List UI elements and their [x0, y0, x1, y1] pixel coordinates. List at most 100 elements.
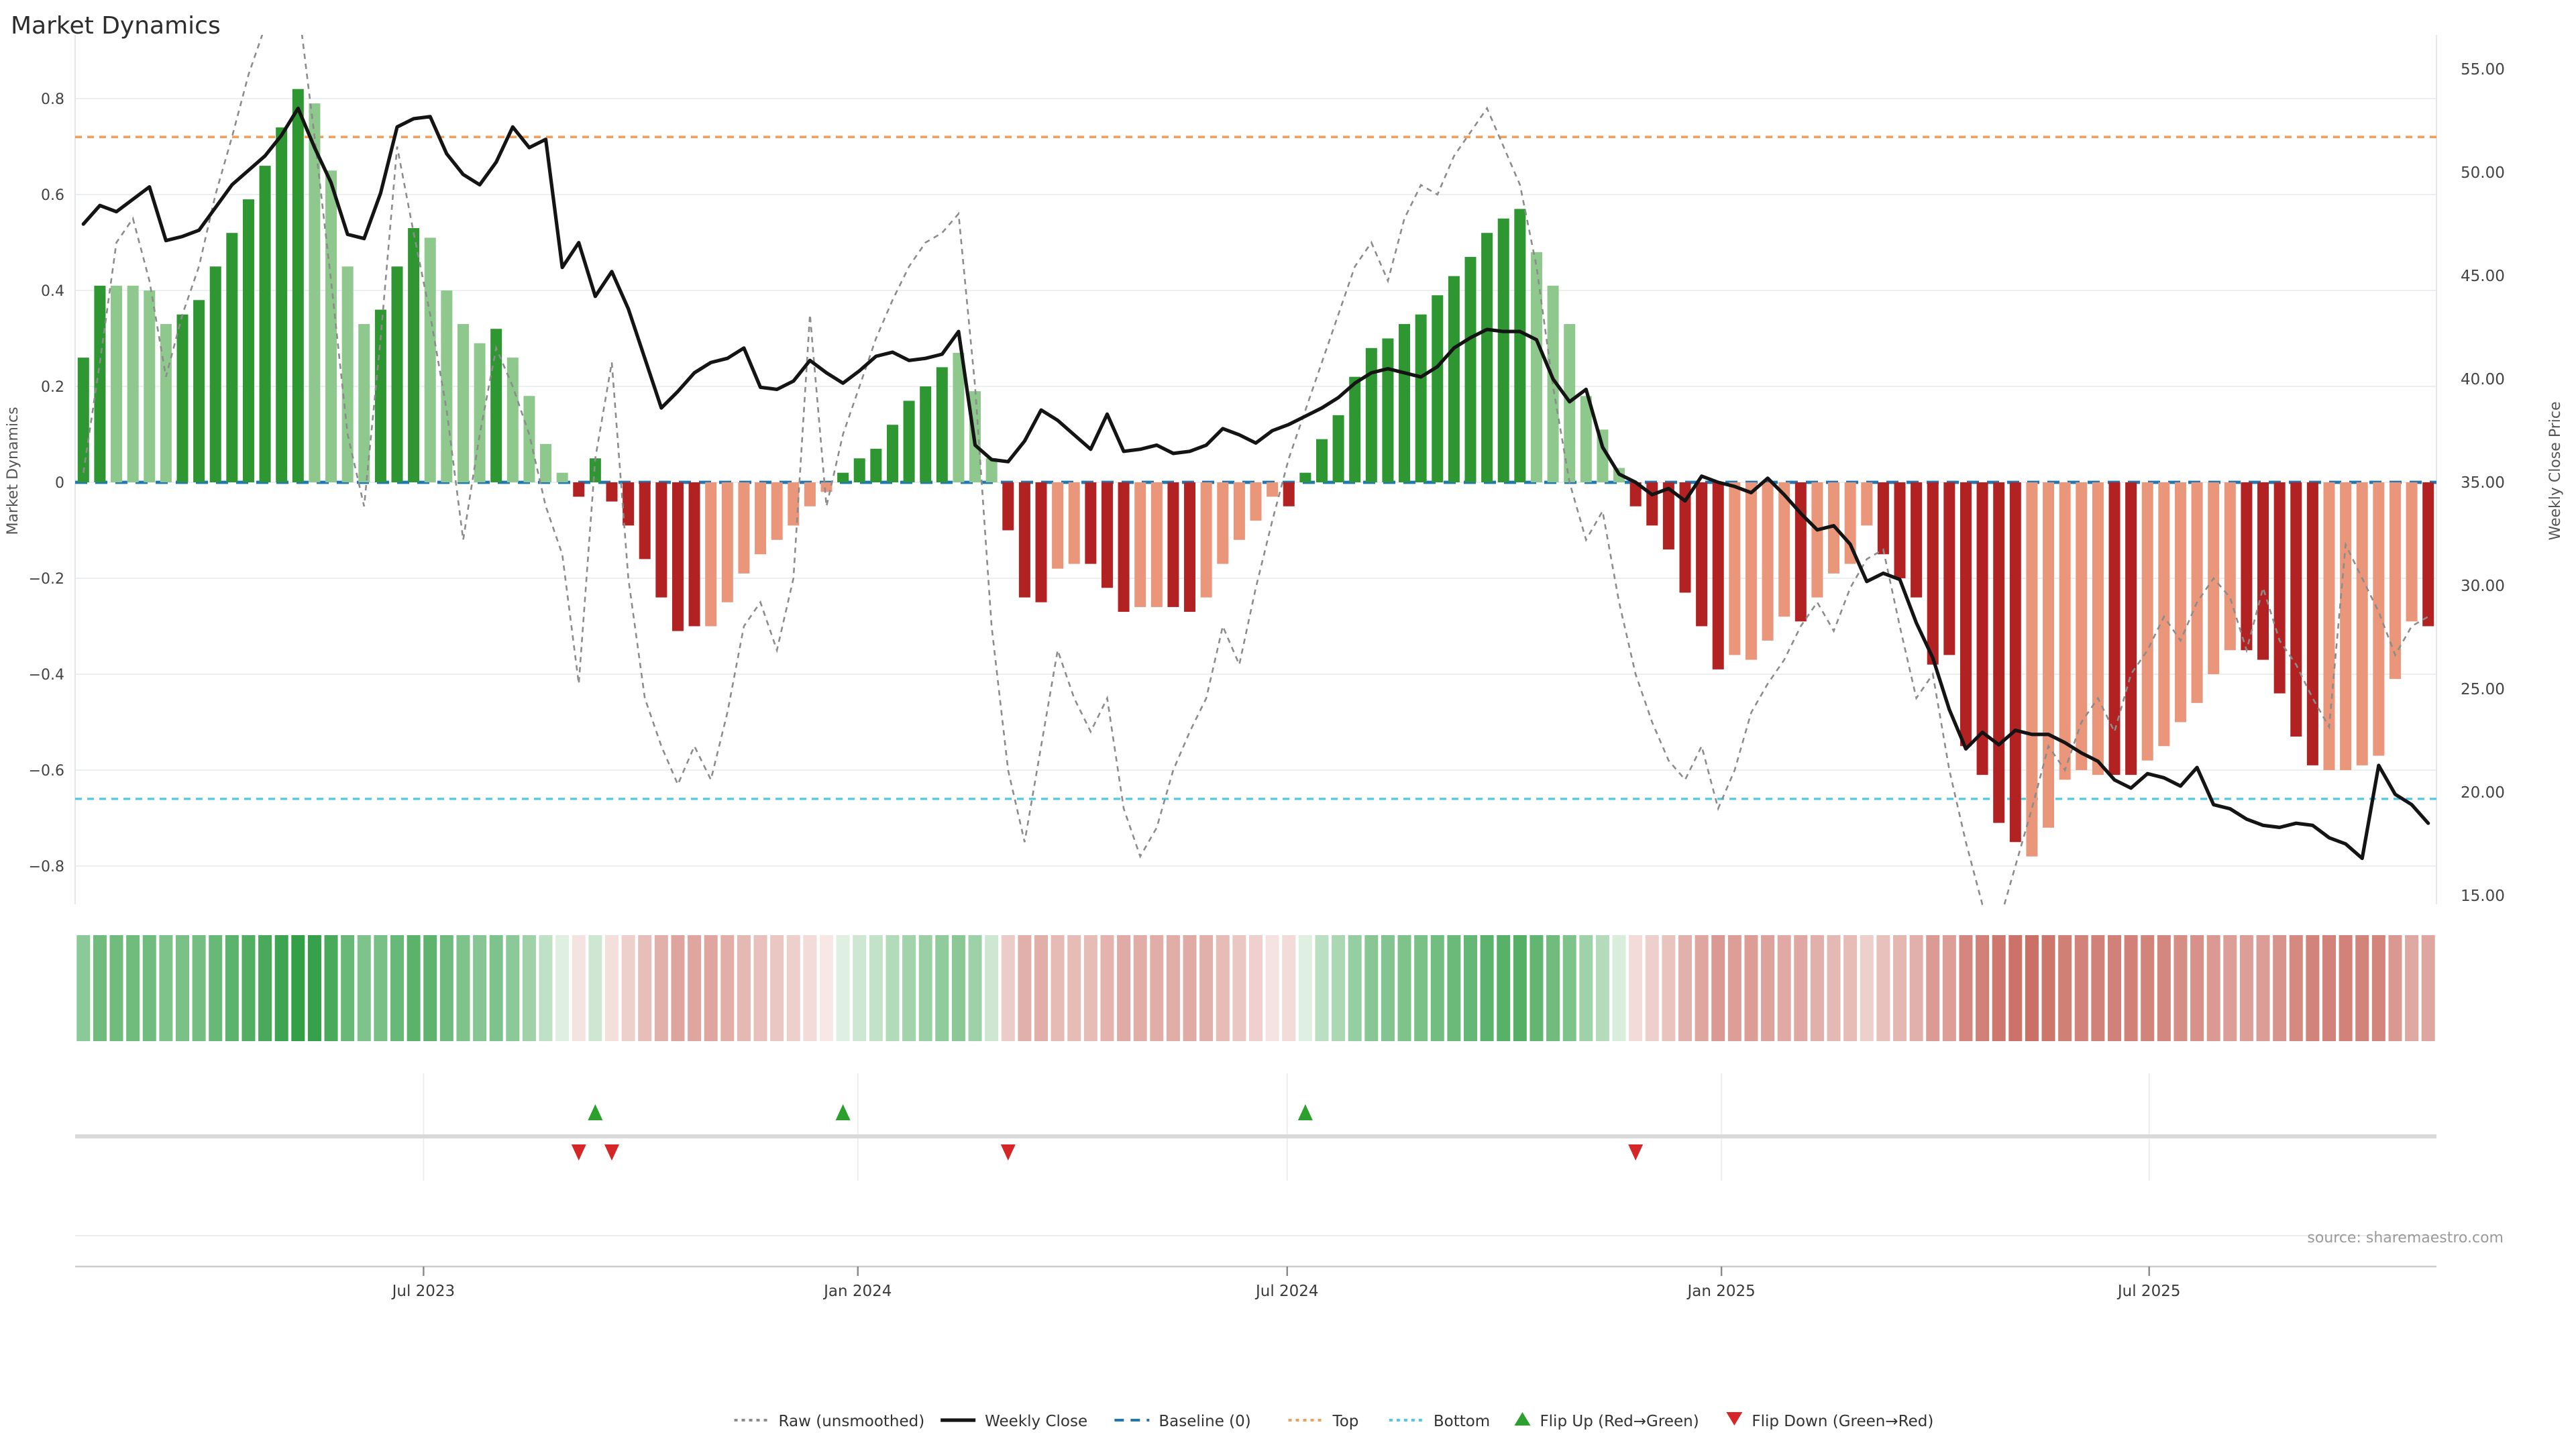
dynamics-bar: [788, 482, 800, 526]
legend-item-label: Top: [1332, 1413, 1359, 1430]
dynamics-bar: [325, 170, 337, 482]
right-axis-title: Weekly Close Price: [2547, 402, 2564, 541]
dynamics-bar: [1233, 482, 1245, 540]
dynamics-bar: [820, 482, 833, 492]
flip-down-marker: [604, 1144, 619, 1161]
heatmap-cell: [688, 935, 702, 1041]
dynamics-bar: [1745, 482, 1757, 660]
heatmap-cell: [2239, 935, 2253, 1041]
heatmap-cell: [1843, 935, 1858, 1041]
left-axis-tick-label: 0: [55, 475, 64, 492]
heatmap-cell: [588, 935, 602, 1041]
dynamics-bar: [853, 458, 865, 482]
dynamics-bar: [490, 329, 502, 482]
dynamics-bar: [2373, 482, 2385, 756]
legend: Raw (unsmoothed) Weekly Close Baseline (0)…: [734, 1412, 1933, 1430]
dynamics-bar: [2406, 482, 2418, 622]
dynamics-bar: [2092, 482, 2104, 775]
dynamics-bar: [1035, 482, 1047, 602]
left-axis-tick-label: 0.4: [41, 283, 64, 300]
flip-up-marker: [1297, 1104, 1313, 1120]
dynamics-bar: [2306, 482, 2318, 765]
dynamics-bar: [1118, 482, 1130, 612]
heatmap-cell: [1332, 935, 1346, 1041]
left-axis-title: Market Dynamics: [5, 407, 21, 535]
heatmap-cell: [2256, 935, 2270, 1041]
heatmap-cell: [1546, 935, 1560, 1041]
dynamics-bar: [441, 290, 453, 482]
x-axis-tick-label: Jul 2023: [391, 1283, 455, 1300]
heatmap-cell: [1464, 935, 1477, 1041]
dynamics-bar: [111, 285, 123, 482]
heatmap-cell: [1629, 935, 1643, 1041]
x-axis-tick-label: Jul 2025: [2116, 1283, 2181, 1300]
dynamics-bar: [506, 358, 519, 482]
heatmap-cell: [2041, 935, 2055, 1041]
dynamics-bar: [1679, 482, 1691, 593]
dynamics-bar: [1993, 482, 2005, 823]
heatmap-cell: [423, 935, 437, 1041]
x-axis: Jul 2023 Jan 2024 Jul 2024 Jan 2025 Jul 2025: [75, 1265, 2436, 1300]
heatmap-cell: [2157, 935, 2171, 1041]
dynamics-bar: [2340, 482, 2352, 770]
heatmap-cell: [1480, 935, 1494, 1041]
right-axis-tick-label: 15.00: [2461, 888, 2505, 905]
heatmap-cell: [1083, 935, 1097, 1041]
left-axis-tick-label: −0.4: [29, 667, 64, 684]
dynamics-bar: [1415, 314, 1427, 482]
dynamics-bar: [886, 425, 898, 482]
dynamics-bar: [1662, 482, 1674, 550]
dynamics-bar: [1943, 482, 1955, 655]
heatmap-cell: [1612, 935, 1626, 1041]
dynamics-bar: [688, 482, 700, 627]
dynamics-bar: [1316, 439, 1328, 482]
axis-ticks-layer: 0.8 0.6 0.4 0.2 0 −0.2 −0.4 −0.6 −0.8 55.00 50.00 4…: [29, 61, 2505, 905]
dynamics-bar: [1877, 482, 1889, 555]
weekly-close-line: [81, 106, 2430, 861]
dynamics-bar: [292, 89, 304, 482]
legend-item: Raw (unsmoothed): [734, 1413, 924, 1430]
flip-markers-panel: [75, 1073, 2436, 1236]
heatmap-cell: [291, 935, 305, 1041]
dynamics-bar: [2241, 482, 2253, 651]
heatmap-cell: [1117, 935, 1131, 1041]
dynamics-bar: [77, 358, 89, 482]
dynamics-bar: [1729, 482, 1741, 655]
heatmap-cell: [456, 935, 470, 1041]
heatmap-cell: [1315, 935, 1329, 1041]
dynamics-bar: [721, 482, 733, 602]
heatmap-cell: [109, 935, 123, 1041]
dynamics-bar: [1332, 415, 1344, 482]
heatmap-cell: [820, 935, 833, 1041]
heatmap-cell: [390, 935, 404, 1041]
dynamics-bar: [408, 228, 420, 482]
heatmap-cell: [1777, 935, 1791, 1041]
heatmap-cell: [1298, 935, 1312, 1041]
dynamics-bar: [2191, 482, 2203, 703]
heatmap-cell: [786, 935, 800, 1041]
dynamics-bar: [226, 233, 238, 482]
heatmap-cell: [918, 935, 932, 1041]
heatmap-cell: [1381, 935, 1395, 1041]
dynamics-bar: [2389, 482, 2401, 680]
left-axis-tick-label: −0.6: [29, 763, 64, 780]
heatmap-cell: [76, 935, 91, 1041]
heatmap-cell: [1051, 935, 1065, 1041]
heatmap-cell: [1893, 935, 1907, 1041]
dynamics-bar: [655, 482, 667, 598]
heatmap-cell: [2074, 935, 2088, 1041]
dynamics-bar: [606, 482, 618, 502]
dynamics-bar: [127, 285, 139, 482]
legend-item: Flip Down (Green→Red): [1726, 1412, 1933, 1430]
legend-item-label: Weekly Close: [985, 1413, 1087, 1430]
dynamics-bar: [1052, 482, 1064, 569]
heatmap-cell: [126, 935, 140, 1041]
dynamics-bar: [1085, 482, 1097, 564]
dynamics-bar: [2273, 482, 2286, 694]
dynamics-bar: [589, 458, 601, 482]
heatmap-cell: [704, 935, 718, 1041]
heatmap-cell: [2289, 935, 2303, 1041]
flip-up-marker: [835, 1104, 851, 1120]
heatmap-cell: [753, 935, 767, 1041]
dynamics-bar: [160, 324, 172, 482]
